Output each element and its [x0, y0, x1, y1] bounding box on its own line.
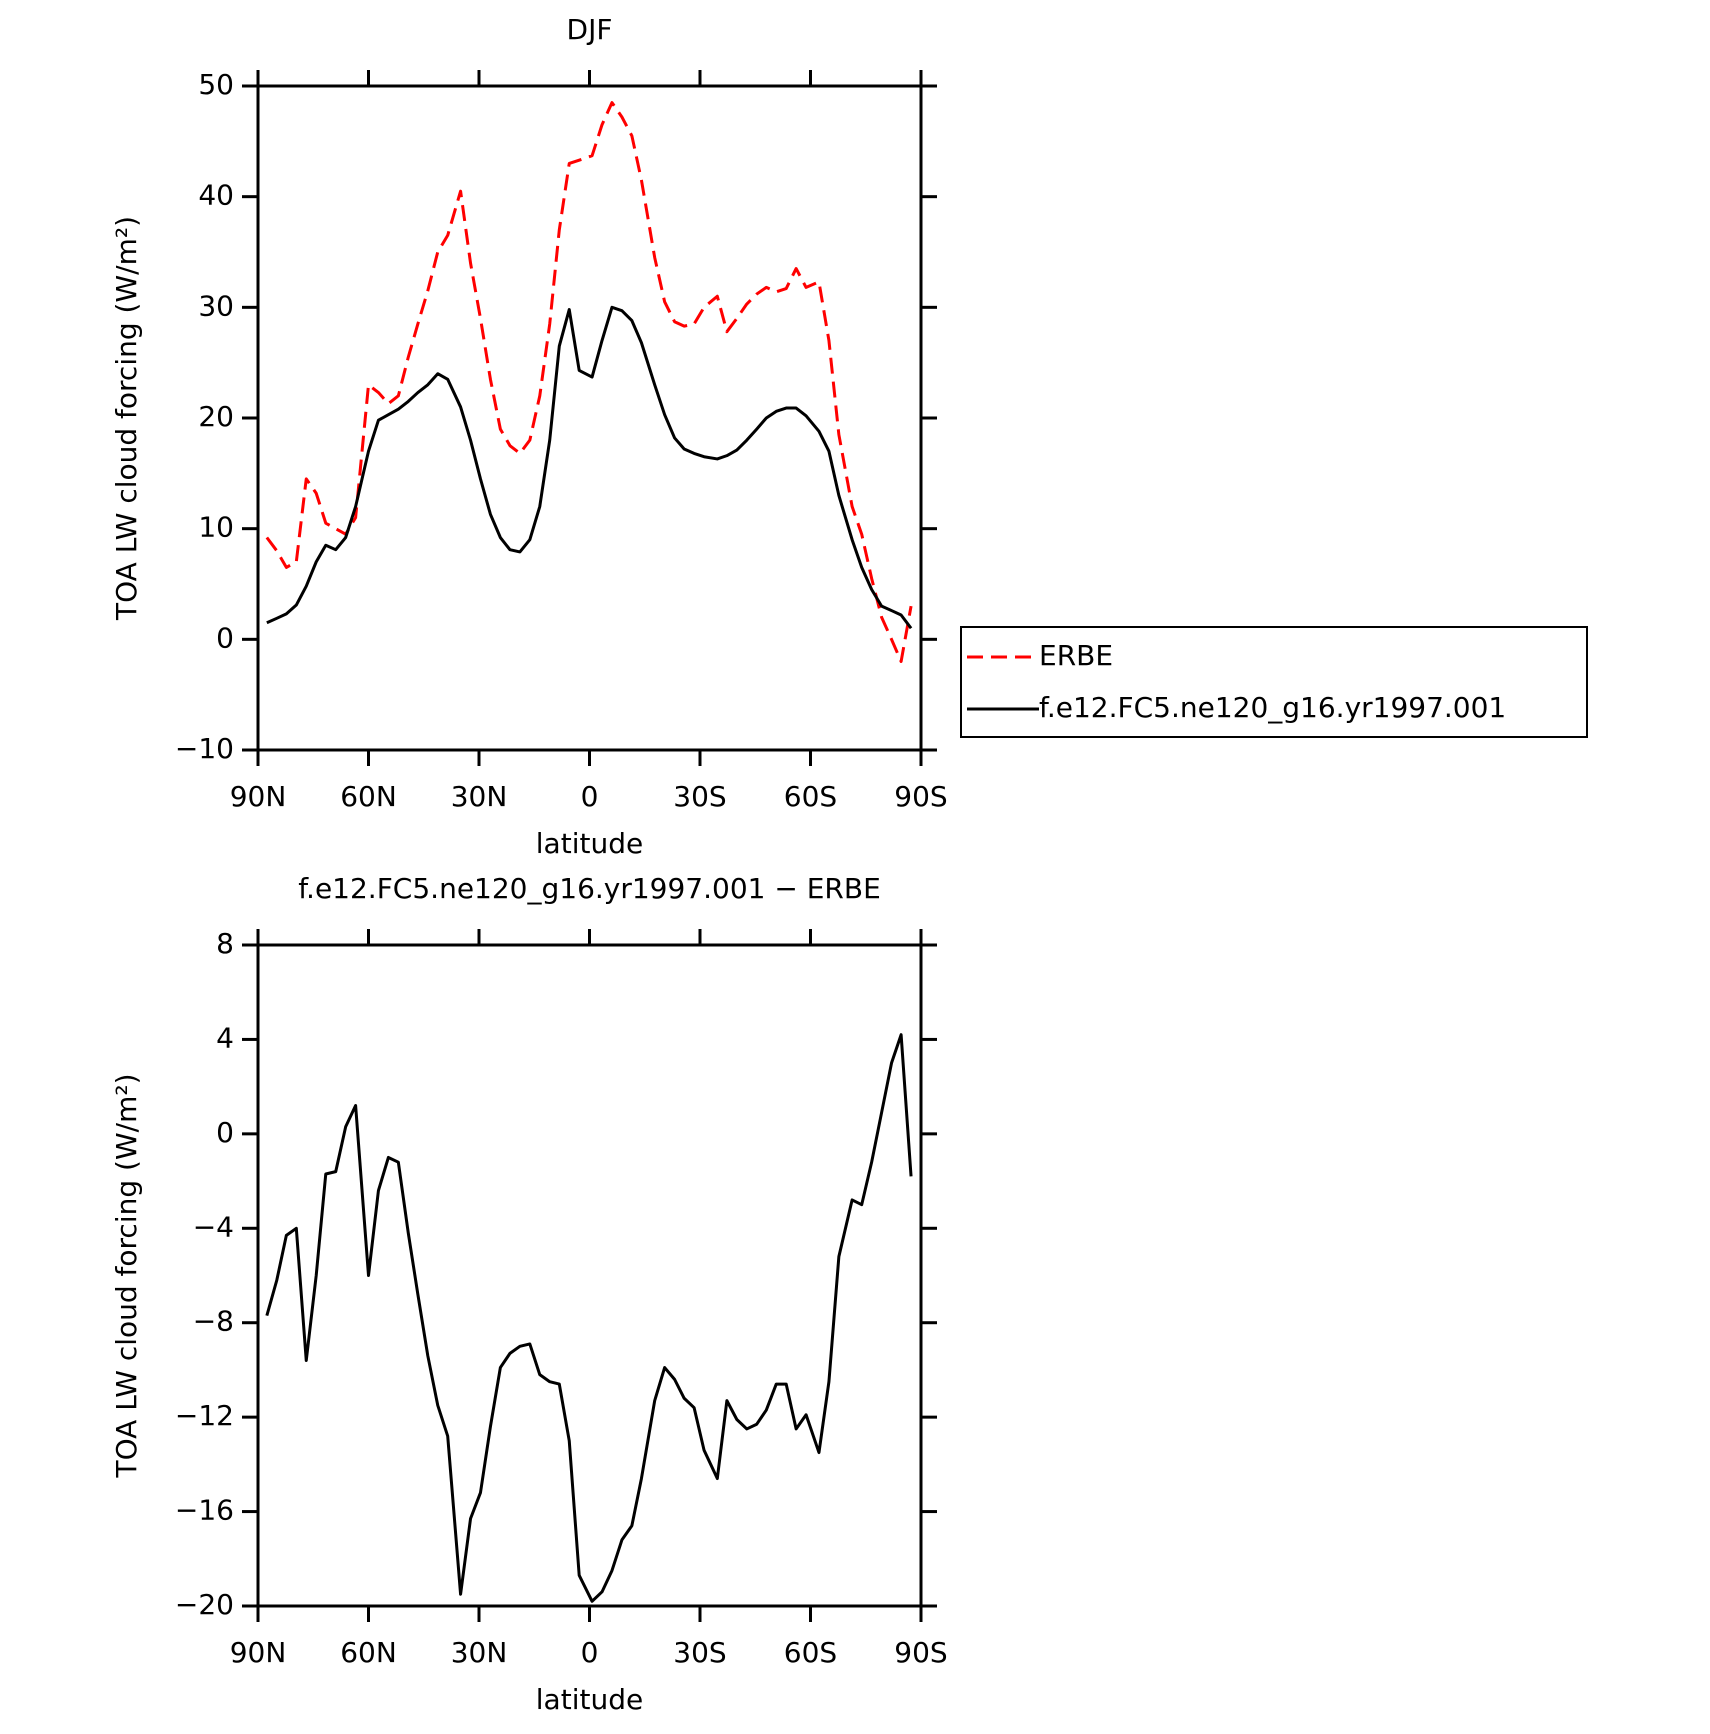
y-tick-label: −20	[175, 1588, 234, 1621]
y-tick-label: 8	[216, 927, 234, 960]
y-tick-label: 10	[198, 511, 234, 544]
y-tick-label: 20	[198, 400, 234, 433]
legend-label: f.e12.FC5.ne120_g16.yr1997.001	[1039, 691, 1506, 724]
plot-frame	[256, 84, 923, 752]
x-axis-label: latitude	[536, 1683, 643, 1716]
x-tick-label: 30N	[451, 1636, 508, 1669]
chart-title: DJF	[567, 13, 613, 46]
plot-frame	[256, 943, 923, 1608]
x-tick-label: 60N	[340, 1636, 397, 1669]
x-tick-label: 60S	[784, 1636, 837, 1669]
x-tick-label: 60S	[784, 780, 837, 813]
chart-title: f.e12.FC5.ne120_g16.yr1997.001 − ERBE	[298, 872, 881, 905]
x-tick-label: 90S	[894, 1636, 947, 1669]
data-line	[266, 305, 913, 630]
y-axis-label: TOA LW cloud forcing (W/m²)	[110, 216, 143, 621]
x-tick-label: 30S	[673, 1636, 726, 1669]
x-tick-label: 30S	[673, 780, 726, 813]
y-tick-label: −10	[175, 732, 234, 765]
data-line	[265, 1033, 913, 1603]
x-tick-label: 90N	[230, 780, 287, 813]
y-tick-label: 4	[216, 1021, 234, 1054]
y-tick-label: 40	[198, 179, 234, 212]
y-tick-label: 0	[216, 1116, 234, 1149]
y-tick-label: 0	[216, 621, 234, 654]
y-axis-label: TOA LW cloud forcing (W/m²)	[110, 1074, 143, 1479]
y-tick-label: −12	[175, 1399, 234, 1432]
x-tick-label: 0	[581, 780, 599, 813]
legend-label: ERBE	[1039, 639, 1113, 672]
y-tick-label: −16	[175, 1494, 234, 1527]
x-tick-label: 90S	[894, 780, 947, 813]
y-tick-label: 30	[198, 289, 234, 322]
x-tick-label: 90N	[230, 1636, 287, 1669]
x-tick-label: 60N	[340, 780, 397, 813]
x-tick-label: 30N	[451, 780, 508, 813]
y-tick-label: 50	[198, 68, 234, 101]
y-tick-label: −4	[193, 1210, 234, 1243]
data-line	[265, 101, 913, 663]
legend: ERBE f.e12.FC5.ne120_g16.yr1997.001	[960, 626, 1588, 738]
legend-box	[960, 626, 1588, 738]
x-tick-label: 0	[581, 1636, 599, 1669]
x-axis-label: latitude	[536, 827, 643, 860]
y-tick-label: −8	[193, 1305, 234, 1338]
